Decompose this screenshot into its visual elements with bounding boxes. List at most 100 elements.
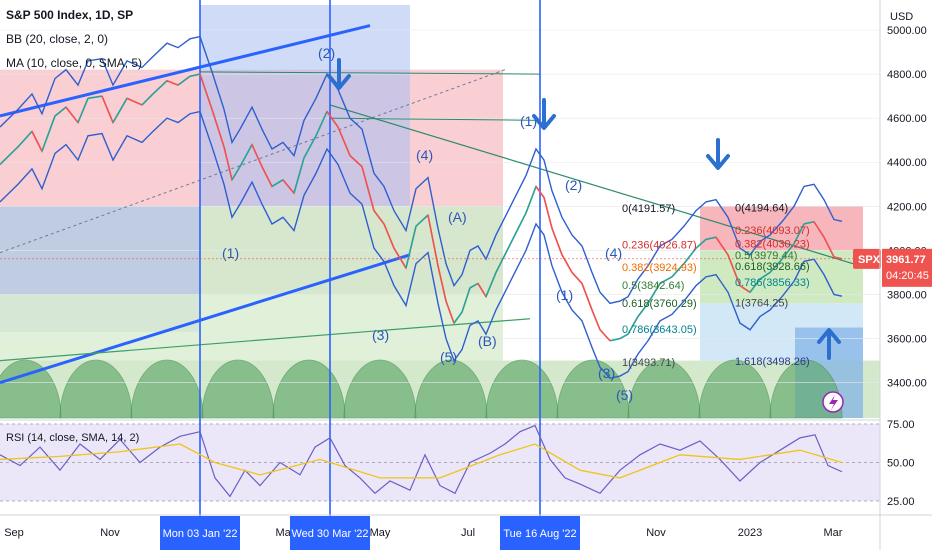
down-arrow-icon[interactable] — [706, 138, 730, 170]
bb-upper-band — [0, 35, 843, 305]
price-candle-segment — [383, 223, 395, 249]
price-tick-label: 4600.00 — [887, 113, 927, 125]
time-highlight-box — [500, 516, 580, 550]
time-tick-label: May — [370, 527, 391, 539]
time-tick-label: Mar — [824, 527, 843, 539]
last-price-symbol-box — [853, 248, 881, 269]
last-price-value: 3961.77 — [886, 254, 926, 266]
fib-level-label: 0.618(3928.66) — [735, 261, 810, 273]
price-candle-segment — [405, 225, 417, 269]
price-candle-segment — [705, 236, 717, 241]
price-candle-segment — [469, 282, 479, 289]
channel-top-line — [0, 24, 371, 118]
cycle-arc — [698, 359, 772, 419]
wave-label: (1) — [556, 287, 573, 303]
price-candle-segment — [813, 221, 825, 238]
fib-level-label: 1(3493.71) — [622, 357, 675, 369]
price-candle-segment — [715, 236, 729, 256]
price-candle-segment — [627, 316, 639, 335]
fib-level-label: 0.5(3842.64) — [622, 280, 684, 292]
wave-label: (1) — [222, 245, 239, 261]
cycle-arc — [201, 359, 275, 419]
price-candle-segment — [727, 254, 741, 286]
time-highlight-box — [160, 516, 240, 550]
down-arrow-icon[interactable] — [327, 58, 351, 90]
time-highlight-box — [290, 516, 370, 550]
price-candle-segment — [65, 106, 79, 124]
rsi-tick-label: 25.00 — [887, 496, 915, 508]
fib-level-label: 0.786(3643.05) — [622, 324, 697, 336]
wave-label: (5) — [440, 349, 457, 365]
down-arrow-icon[interactable] — [532, 98, 556, 130]
price-candle-segment — [251, 144, 263, 167]
cycle-arc — [272, 359, 346, 419]
price-candle-segment — [485, 272, 497, 297]
price-candle-segment — [126, 97, 143, 106]
price-candle-segment — [177, 75, 191, 86]
price-candle-segment — [445, 300, 455, 324]
fib-level-label: 1.618(3498.26) — [735, 356, 810, 368]
price-tick-label: 3600.00 — [887, 334, 927, 346]
price-candle-segment — [437, 265, 447, 302]
fib-level-label: 0.382(3924.93) — [622, 262, 697, 274]
fib-level-label: 0.618(3760.29) — [622, 298, 697, 310]
ma-legend[interactable]: MA (10, close, 0, SMA, 5) — [6, 56, 143, 70]
time-tick-label: Nov — [646, 527, 666, 539]
price-candle-segment — [393, 247, 407, 269]
fib-level-label: 1(3764.25) — [735, 297, 788, 309]
price-candle-segment — [326, 111, 339, 128]
price-candle-segment — [152, 80, 168, 95]
bb-legend[interactable]: BB (20, close, 2, 0) — [6, 32, 109, 46]
cycle-arc — [414, 359, 488, 419]
price-candle-segment — [415, 214, 429, 227]
price-candle-segment — [337, 126, 351, 156]
price-candle-segment — [759, 271, 771, 280]
time-tick-label: Sep — [4, 527, 24, 539]
price-candle-segment — [101, 95, 114, 123]
fib-level-label: 0.382(4030.23) — [735, 239, 810, 251]
price-candle-segment — [17, 130, 33, 148]
time-tick-label: Mar — [276, 527, 295, 539]
last-price-countdown: 04:20:45 — [886, 270, 929, 282]
wave-label: (2) — [565, 177, 582, 193]
fib-zone-top — [700, 206, 863, 251]
price-candle-segment — [671, 263, 685, 278]
up-arrow-icon[interactable] — [817, 328, 841, 360]
price-candle-segment — [495, 252, 507, 273]
price-candle-segment — [141, 93, 154, 106]
rsi-tick-label: 50.00 — [887, 458, 915, 470]
cycle-arc — [627, 359, 701, 419]
price-candle-segment — [211, 109, 225, 148]
price-candle-segment — [361, 166, 375, 211]
price-candle-segment — [561, 254, 573, 273]
price-axis-unit: USD — [890, 11, 913, 23]
lightning-icon-glyph — [829, 395, 838, 410]
cycle-arc — [59, 359, 133, 419]
price-candle-segment — [77, 98, 89, 123]
wave-label: (4) — [416, 147, 433, 163]
price-candle-segment — [769, 258, 783, 273]
rsi-tick-label: 75.00 — [887, 419, 915, 431]
price-candle-segment — [0, 146, 19, 166]
price-candle-segment — [823, 236, 835, 258]
wave-label: (2) — [318, 45, 335, 61]
price-candle-segment — [41, 115, 56, 152]
time-highlight-label: Wed 30 Mar '22 — [291, 528, 368, 540]
price-candle-segment — [525, 186, 537, 214]
price-candle-segment — [261, 166, 273, 187]
time-tick-label: Nov — [100, 527, 120, 539]
wave-label: (3) — [598, 365, 615, 381]
price-candle-segment — [739, 284, 751, 293]
last-price-symbol: SPX — [858, 254, 881, 266]
rsi-legend[interactable]: RSI (14, close, SMA, 14, 2) — [6, 432, 140, 444]
price-candle-segment — [551, 228, 563, 256]
price-candle-segment — [427, 214, 439, 266]
price-candle-segment — [599, 329, 611, 342]
cycle-arc — [556, 359, 630, 419]
price-tick-label: 4800.00 — [887, 69, 927, 81]
cycle-arc — [343, 359, 417, 419]
price-candle-segment — [293, 157, 305, 194]
price-candle-segment — [571, 271, 583, 284]
cycle-arc — [0, 359, 62, 419]
